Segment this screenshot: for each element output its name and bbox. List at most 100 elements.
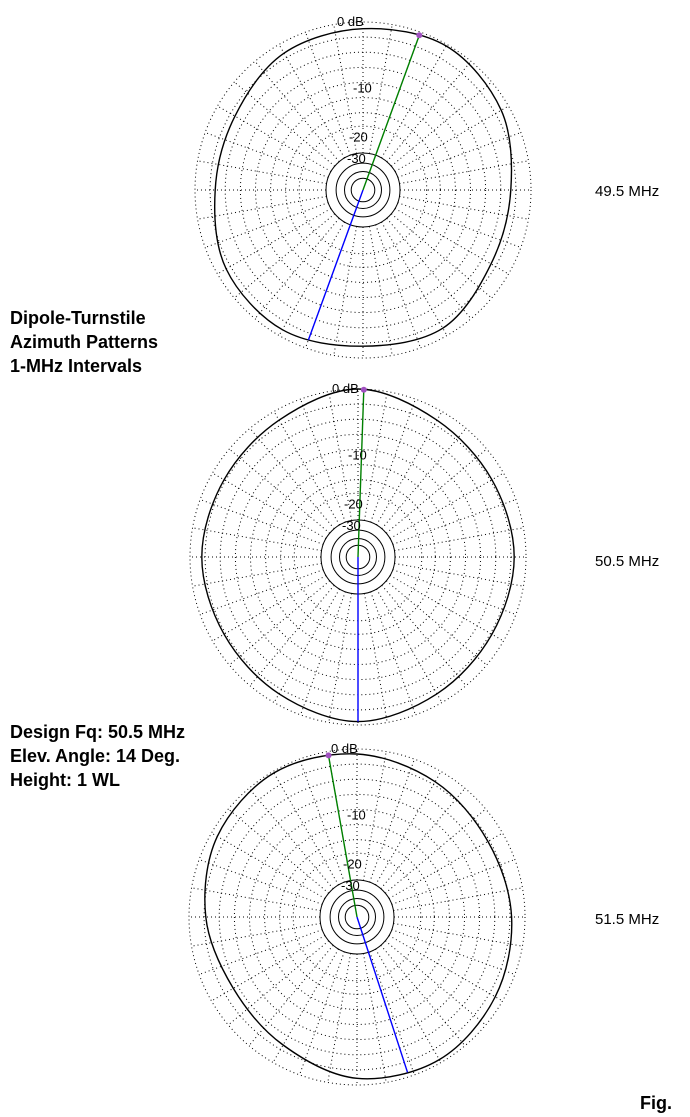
plot-2-spoke-230 bbox=[228, 580, 331, 666]
plot-3-ring-label-2: -10 bbox=[347, 808, 366, 823]
plot-1-spoke-170 bbox=[368, 226, 393, 356]
plot-2-spoke-280 bbox=[192, 527, 322, 552]
plot-1-inner-ring-3 bbox=[344, 171, 382, 209]
plot-2-ring-label-3: -20 bbox=[344, 496, 363, 511]
plot-1-spoke-150 bbox=[381, 221, 448, 336]
plot-3-spoke-80 bbox=[393, 887, 523, 912]
plot-2-ring-label-2: -10 bbox=[348, 448, 367, 463]
plot-1-spoke-130 bbox=[390, 213, 493, 299]
plot-1-spoke-250 bbox=[204, 202, 329, 248]
plot-1-spoke-80 bbox=[399, 160, 529, 185]
title-line-2: Azimuth Patterns bbox=[10, 332, 159, 352]
plot-1-spoke-290 bbox=[204, 132, 329, 178]
plot-1-ring-label-3: -20 bbox=[349, 129, 368, 144]
plot-1-spoke-240 bbox=[217, 208, 332, 275]
plot-3-spoke-70 bbox=[391, 859, 516, 905]
frequency-label-2: 50.5 MHz bbox=[595, 553, 660, 570]
plot-2-spoke-250 bbox=[199, 569, 324, 615]
figure-label: Fig. bbox=[640, 1093, 672, 1113]
plot-3-spoke-310 bbox=[227, 808, 330, 894]
plot-1-spoke-110 bbox=[397, 202, 522, 248]
plot-1-spoke-320 bbox=[254, 60, 340, 163]
plot-2-spoke-80 bbox=[394, 527, 524, 552]
plot-3-spoke-340 bbox=[299, 758, 345, 883]
plot-3-max-gain-marker bbox=[325, 752, 332, 759]
plot-1-forward-line bbox=[362, 35, 420, 191]
plot-1-spoke-260 bbox=[197, 195, 327, 220]
plot-2-spoke-130 bbox=[385, 580, 488, 666]
plot-2-spoke-50 bbox=[385, 448, 488, 534]
plot-2-spoke-30 bbox=[376, 411, 443, 526]
plot-1-spoke-230 bbox=[233, 213, 336, 299]
plot-1-spoke-30 bbox=[381, 44, 448, 159]
plot-2-spoke-200 bbox=[300, 591, 346, 716]
plot-1-pattern-curve bbox=[213, 27, 513, 347]
plot-1-inner-ring-2 bbox=[335, 162, 391, 218]
plot-2-spoke-190 bbox=[328, 593, 353, 723]
plot-2-spoke-210 bbox=[273, 588, 340, 703]
plot-1-spoke-140 bbox=[386, 217, 472, 320]
plot-1-spoke-160 bbox=[375, 224, 421, 349]
antenna-height: Height: 1 WL bbox=[10, 770, 120, 790]
plot-1-spoke-310 bbox=[233, 81, 336, 167]
plot-3-spoke-250 bbox=[198, 929, 323, 975]
plot-3-spoke-280 bbox=[191, 887, 321, 912]
plot-3-spoke-10 bbox=[362, 751, 387, 881]
plot-3-rear-line bbox=[356, 916, 409, 1073]
title-line-1: Dipole-Turnstile bbox=[10, 308, 146, 328]
plot-2-spoke-110 bbox=[392, 569, 517, 615]
plot-2-spoke-60 bbox=[389, 472, 504, 539]
plot-3-spoke-20 bbox=[369, 758, 415, 883]
plot-2-spoke-300 bbox=[212, 472, 327, 539]
plot-3-spoke-50 bbox=[384, 808, 487, 894]
design-frequency: Design Fq: 50.5 MHz bbox=[10, 722, 186, 742]
plot-1-spoke-50 bbox=[390, 81, 493, 167]
plot-1-grid-ring-1 bbox=[194, 21, 532, 359]
plot-3-ring-label-1: 0 dB bbox=[331, 741, 358, 756]
plot-2-spoke-40 bbox=[381, 427, 467, 530]
plot-1-spoke-210 bbox=[278, 221, 345, 336]
plot-3-grid-ring-5 bbox=[249, 809, 465, 1025]
plot-2-spoke-310 bbox=[228, 448, 331, 534]
plot-3-spoke-290 bbox=[198, 859, 323, 905]
plot-3-ring-label-4: -30 bbox=[341, 878, 360, 893]
plot-1-spoke-40 bbox=[386, 60, 472, 163]
plot-1-spoke-70 bbox=[397, 132, 522, 178]
plot-2-spoke-10 bbox=[363, 391, 388, 521]
plot-3-spoke-330 bbox=[272, 771, 339, 886]
plot-3-spoke-160 bbox=[369, 951, 415, 1076]
plot-3-inner-ring-3 bbox=[338, 898, 376, 936]
frequency-label-3: 51.5 MHz bbox=[595, 911, 660, 928]
plot-3-spoke-300 bbox=[211, 832, 326, 899]
plot-1-spoke-190 bbox=[333, 226, 358, 356]
plot-3-spoke-40 bbox=[380, 787, 466, 890]
plot-2-spoke-160 bbox=[370, 591, 416, 716]
plot-3-spoke-230 bbox=[227, 940, 330, 1026]
plot-1-grid-ring-8 bbox=[298, 125, 428, 255]
plot-3-spoke-100 bbox=[393, 922, 523, 947]
plot-3-spoke-200 bbox=[299, 951, 345, 1076]
plot-2-spoke-340 bbox=[300, 398, 346, 523]
plot-2-spoke-290 bbox=[199, 499, 324, 545]
plot-1-grid-ring-4 bbox=[239, 66, 487, 314]
plot-2-grid-ring-1 bbox=[189, 388, 527, 726]
plot-3-grid-ring-2 bbox=[203, 763, 511, 1071]
title-block: Dipole-Turnstile Azimuth Patterns 1-MHz … bbox=[10, 306, 158, 378]
plot-3-spoke-220 bbox=[248, 944, 334, 1047]
plot-3-forward-line bbox=[327, 755, 358, 918]
plot-1-grid-ring-2 bbox=[209, 36, 517, 344]
plot-2-spoke-150 bbox=[376, 588, 443, 703]
plot-1-spoke-60 bbox=[394, 105, 509, 172]
plot-2-ring-label-1: 0 dB bbox=[332, 381, 359, 396]
plot-3-spoke-240 bbox=[211, 935, 326, 1002]
plot-1-spoke-340 bbox=[305, 31, 351, 156]
plot-2-spoke-170 bbox=[363, 593, 388, 723]
plot-1-ring-label-2: -10 bbox=[353, 81, 372, 96]
plot-2-spoke-240 bbox=[212, 575, 327, 642]
plot-3-inner-ring-4 bbox=[344, 904, 370, 930]
plot-3-ring-label-3: -20 bbox=[343, 856, 362, 871]
plot-3-grid-ring-4 bbox=[233, 793, 481, 1041]
plot-2-spoke-220 bbox=[249, 584, 335, 687]
plot-2-max-gain-marker bbox=[360, 386, 367, 393]
plot-2-forward-line bbox=[357, 389, 365, 558]
